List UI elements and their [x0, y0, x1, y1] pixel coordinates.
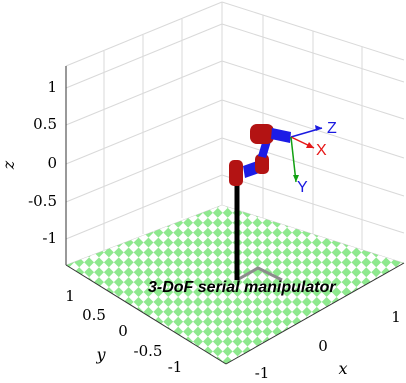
- z-tick-label: -1: [42, 229, 57, 247]
- axis-lines: [65, 66, 405, 365]
- base-shadow: [236, 266, 283, 282]
- frame-y-label: Y: [297, 179, 308, 196]
- frame-z-arrow: [315, 125, 322, 131]
- x-axis-ticks: -1 0 1: [255, 308, 401, 382]
- y-tick-label: -1: [168, 358, 183, 376]
- z-axis-label: z: [0, 160, 18, 170]
- axis-box-grid: [65, 1, 405, 265]
- y-tick-label: 1: [65, 287, 75, 305]
- x-tick-label: -1: [255, 364, 270, 382]
- frame-x-arrow: [306, 142, 314, 148]
- y-tick-label: -0.5: [134, 342, 163, 360]
- x-tick-label: 1: [391, 308, 401, 326]
- z-tick-label: 0: [47, 154, 57, 172]
- z-axis-ticks: 1 0.5 0 -0.5 -1: [28, 78, 57, 247]
- joint-3: [250, 124, 274, 144]
- y-axis-label: y: [95, 345, 106, 364]
- joint-1: [229, 160, 243, 186]
- y-tick-label: 0.5: [82, 306, 106, 324]
- y-axis-ticks: 1 0.5 0 -0.5 -1: [65, 287, 182, 376]
- z-tick-label: -0.5: [28, 192, 57, 210]
- robot-arm: [229, 124, 291, 186]
- x-axis-label: x: [338, 359, 347, 378]
- link-3: [271, 128, 291, 143]
- joint-2: [255, 154, 269, 174]
- frame-y-arrow: [293, 175, 299, 182]
- x-tick-label: 0: [318, 337, 328, 355]
- z-tick-label: 1: [47, 78, 57, 96]
- frame-x-label: X: [316, 142, 327, 159]
- y-tick-label: 0: [118, 322, 128, 340]
- end-effector-frame: Z X Y: [290, 120, 337, 196]
- z-tick-label: 0.5: [33, 115, 57, 133]
- frame-y-axis: [290, 136, 297, 183]
- frame-z-label: Z: [327, 120, 337, 137]
- robot-name-label: 3-DoF serial manipulator: [148, 279, 336, 296]
